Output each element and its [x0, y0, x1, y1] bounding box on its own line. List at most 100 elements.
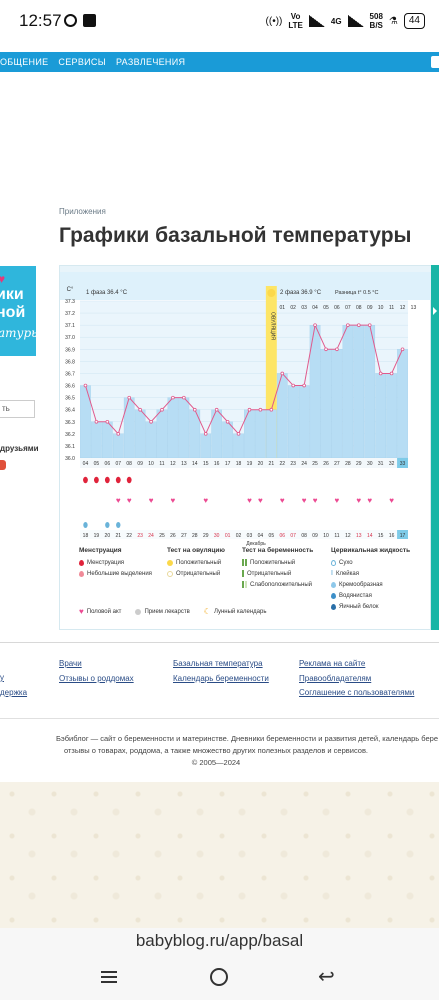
y-tick-label: 36.6 [65, 384, 75, 390]
bottom-date-label: 13 [356, 533, 362, 539]
chart-scroll-handle[interactable] [431, 265, 439, 630]
footer-link-pregnancy-calendar[interactable]: Календарь беременности [173, 674, 269, 683]
temp-point [324, 347, 328, 352]
temp-point [138, 407, 142, 412]
sidebar-badge [0, 460, 6, 470]
bbt-chart-card: 37.3 37.2 37.1 37.0 36.9 36.8 36.7 36.6 36.5 36.4… [59, 265, 432, 630]
cycle-day-label: 08 [356, 305, 362, 311]
back-icon[interactable]: ↩ [318, 966, 335, 988]
bbt-chart[interactable]: 37.3 37.2 37.1 37.0 36.9 36.8 36.7 36.6 36.5 36.4… [60, 266, 432, 546]
today-highlight [397, 458, 408, 468]
date-label: 25 [312, 461, 318, 467]
fluid-drop [83, 522, 88, 528]
cycle-day-label: 09 [367, 305, 373, 311]
browser-url-bar[interactable]: babyblog.ru/app/basal [0, 928, 439, 956]
date-label: 30 [367, 461, 373, 467]
footer-link[interactable]: у [0, 673, 4, 682]
breadcrumb[interactable]: Приложения [59, 207, 106, 216]
date-label: 04 [83, 461, 89, 467]
ovulation-column [265, 286, 277, 458]
nav-edge-icon[interactable] [431, 56, 439, 68]
temp-point [356, 323, 361, 327]
footer-link-support[interactable]: держка [0, 688, 28, 697]
system-nav-bar: ↩ [0, 956, 439, 1000]
legend-bottom: ♥ Половой акт Прием лекарств ☾ Лунный кале… [79, 607, 267, 616]
date-label: 32 [389, 461, 395, 467]
fluid-drop [105, 522, 110, 528]
signal-icon [308, 15, 325, 27]
heart-icon: ♥ [0, 272, 6, 286]
temp-bar [91, 421, 102, 459]
temp-point [269, 407, 274, 412]
sidebar-friends-label[interactable]: друзьями [0, 444, 39, 453]
recent-apps-icon[interactable] [101, 968, 119, 986]
bottom-date-label: 08 [301, 533, 307, 539]
temp-point [400, 347, 405, 352]
intercourse-heart: ♥ [171, 496, 176, 505]
intercourse-heart: ♥ [356, 496, 361, 505]
intercourse-heart: ♥ [258, 496, 263, 505]
nav-item-entertainment[interactable]: РАЗВЛЕЧЕНИЯ [115, 57, 186, 67]
home-icon[interactable] [210, 968, 228, 986]
date-label: 12 [170, 461, 176, 467]
footer-about: Бэбиблог — сайт о беременности и материн… [56, 734, 439, 767]
phase2-label: 2 фаза 36.9 °С [280, 290, 322, 296]
ovulation-label: ОВУЛЯЦИЯ [269, 312, 275, 340]
temp-point [94, 419, 99, 424]
bottom-date-label: 22 [126, 533, 132, 539]
url-text[interactable]: babyblog.ru/app/basal [135, 931, 304, 950]
chart-header-bg [60, 272, 432, 300]
bottom-date-label: 23 [137, 533, 143, 539]
temp-point [116, 432, 121, 436]
sidebar-input[interactable]: ть [0, 400, 35, 418]
date-label: 22 [279, 461, 285, 467]
today-highlight-bottom [397, 530, 408, 539]
intercourse-heart: ♥ [335, 496, 340, 505]
watery-icon [331, 592, 336, 599]
bottom-date-label: 29 [203, 533, 209, 539]
y-tick-label: 36.3 [65, 420, 75, 426]
temp-bar [156, 409, 168, 459]
footer-link-maternity-reviews[interactable]: Отзывы о роддомах [59, 674, 134, 683]
cycle-day-label: 10 [378, 305, 384, 311]
legend-pregnancy-test: Тест на беременность Положительный Отриц… [242, 547, 314, 588]
y-tick-label: 36.8 [65, 359, 75, 365]
positive-test-icon [242, 559, 244, 566]
nav-item-services[interactable]: СЕРВИСЫ [58, 57, 106, 67]
promo-banner[interactable]: ♥ ики ной атуры [0, 266, 36, 356]
bottom-date-label: 27 [181, 533, 187, 539]
temp-point [346, 323, 350, 327]
battery-icon: 44 [403, 13, 425, 29]
temp-bar [102, 421, 113, 459]
temp-bar [178, 397, 190, 459]
date-label: 31 [378, 461, 384, 467]
temp-bar [222, 421, 233, 459]
footer-link-doctors[interactable]: Врачи [59, 659, 82, 668]
temp-bar [386, 373, 397, 459]
heart-icon: ♥ [79, 607, 84, 616]
chart-top-strip [60, 266, 432, 272]
date-label: 21 [269, 461, 275, 467]
app-notification-icon [83, 14, 96, 27]
footer-link-basal-temperature[interactable]: Базальная температура [173, 659, 263, 668]
positive-ovulation-icon [167, 559, 173, 566]
temp-point [236, 432, 241, 436]
bottom-date-label: 05 [269, 533, 275, 539]
date-label: 16 [214, 461, 220, 467]
cycle-day-label: 13 [411, 305, 417, 311]
footer-link-advertising[interactable]: Реклама на сайте [299, 659, 366, 668]
nav-item-community[interactable]: ОБЩЕНИЕ [0, 57, 49, 67]
bottom-date-label: 14 [367, 533, 373, 539]
date-label: 10 [148, 461, 154, 467]
bottom-date-label: 11 [334, 533, 339, 539]
date-label: 24 [301, 461, 307, 467]
footer-link-user-agreement[interactable]: Соглашение с пользователями [299, 688, 415, 697]
temp-bar [134, 409, 146, 459]
status-time: 12:57 [19, 11, 62, 30]
bottom-date-bg [80, 530, 408, 539]
footer-link-copyright-holders[interactable]: Правообладателям [299, 674, 372, 683]
temp-bar [266, 409, 277, 459]
cycle-day-label: 06 [334, 305, 340, 311]
intercourse-heart: ♥ [302, 496, 307, 505]
temp-point [302, 383, 306, 388]
